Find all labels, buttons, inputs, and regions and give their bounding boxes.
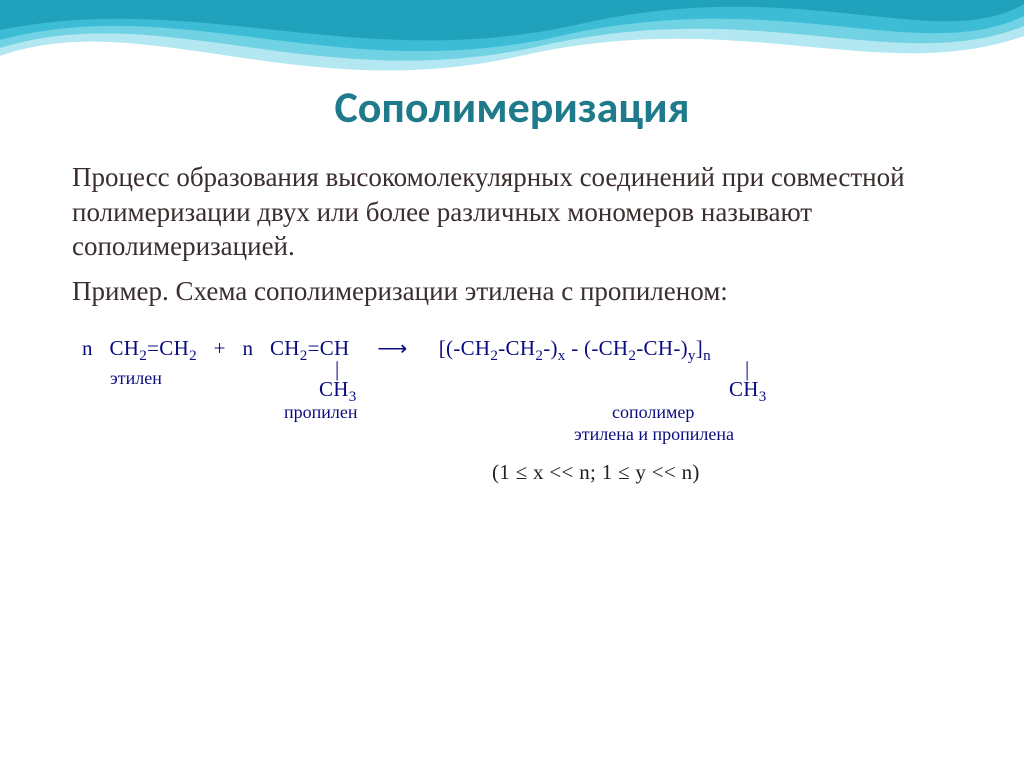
reagent1-formula: CH2=CH2 [110,336,197,360]
definition-paragraph: Процесс образования высокомолекулярных с… [72,160,952,264]
reaction-constraint: (1 ≤ x << n; 1 ≤ y << n) [492,460,700,485]
product-formula-top: [(-CH2-CH2-)x - (-CH2-CH-)y]n [439,336,711,360]
example-intro-paragraph: Пример. Схема сополимеризации этилена с … [72,274,952,309]
reagent1-label: этилен [110,368,162,389]
reagent2-formula-bot: CH3 [319,377,357,402]
plus-sign: + [214,336,226,360]
slide-content: Сополимеризация Процесс образования высо… [0,0,1024,536]
reaction-formula-line: n CH2=CH2 + n CH2=CH ⟶ [(-CH2-CH2-)x - (… [82,336,711,361]
reagent2-label: пропилен [284,402,358,423]
reaction-scheme: n CH2=CH2 + n CH2=CH ⟶ [(-CH2-CH2-)x - (… [82,336,952,536]
slide-title: Сополимеризация [72,80,952,134]
reaction-arrow: ⟶ [377,336,405,360]
reagent2-coef: n [242,336,253,360]
product-formula-bot: CH3 [729,377,767,402]
reagent1-coef: n [82,336,93,360]
product-label-line1: сополимер [612,402,694,423]
product-label-line2: этилена и пропилена [574,424,734,445]
